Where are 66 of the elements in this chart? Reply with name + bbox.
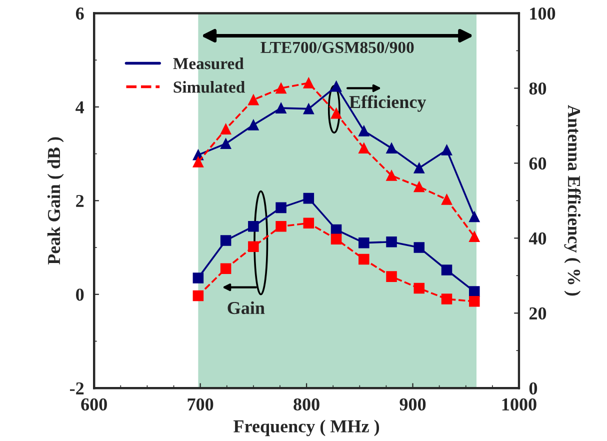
point: [330, 108, 342, 119]
point: [303, 103, 314, 114]
point: [441, 194, 452, 205]
point: [276, 82, 286, 94]
point: [386, 170, 397, 181]
y2-tick-label: 60: [529, 157, 546, 170]
point: [303, 218, 314, 229]
point: [330, 80, 342, 92]
point: [414, 181, 425, 192]
point: [220, 235, 232, 246]
point: [441, 144, 452, 156]
point: [303, 78, 314, 88]
x-tick-label: 800: [294, 398, 320, 411]
point: [248, 94, 259, 106]
y-axis-title: Peak Gain ( dB ): [47, 137, 64, 265]
y-tick-label: -2: [70, 382, 84, 394]
y2-axis-title: Antenna Efficiency ( % ): [564, 105, 581, 296]
point: [330, 234, 342, 244]
point: [468, 296, 480, 307]
point: [358, 254, 370, 265]
point: [192, 156, 204, 168]
point: [276, 202, 286, 214]
point: [414, 162, 425, 174]
y-tick-label: 4: [76, 101, 84, 114]
x-tick-label: 700: [188, 398, 214, 411]
point: [220, 138, 232, 150]
point: [468, 286, 480, 297]
point: [220, 263, 232, 274]
point: [414, 242, 425, 253]
legend-label: Measured: [173, 57, 244, 70]
y2-tick-label: 80: [529, 82, 546, 95]
point: [248, 221, 259, 232]
point: [358, 126, 370, 136]
y2-tick-label: 100: [530, 7, 556, 20]
point: [192, 290, 204, 302]
x-axis-title: Frequency ( MHz ): [234, 420, 380, 436]
y-tick-label: 0: [76, 288, 84, 301]
point: [386, 271, 397, 282]
y-tick-label: 6: [76, 8, 84, 20]
point: [276, 221, 286, 232]
point: [468, 231, 480, 242]
band-label: LTE700/GSM850/900: [260, 42, 414, 54]
point: [303, 192, 314, 204]
point: [441, 294, 452, 304]
y-tick-label: 2: [76, 194, 84, 207]
point: [220, 124, 232, 134]
legend-label: Simulated: [174, 81, 245, 93]
y2-tick-label: 40: [528, 232, 546, 245]
point: [468, 211, 480, 222]
y2-tick-label: 20: [529, 307, 546, 320]
point: [441, 264, 452, 276]
point: [192, 272, 204, 284]
point: [358, 142, 370, 154]
point: [358, 237, 370, 248]
point: [276, 102, 286, 114]
annotation: Gain: [228, 301, 265, 314]
point: [414, 282, 425, 294]
x-tick-label: 900: [400, 398, 426, 411]
point: [248, 241, 259, 252]
x-tick-label: 1000: [502, 398, 536, 411]
y2-tick-label: 0: [529, 382, 538, 395]
point: [248, 120, 259, 130]
point: [386, 142, 397, 154]
point: [386, 236, 397, 248]
annotation: Efficiency: [349, 95, 426, 112]
x-tick-label: 600: [81, 398, 107, 411]
